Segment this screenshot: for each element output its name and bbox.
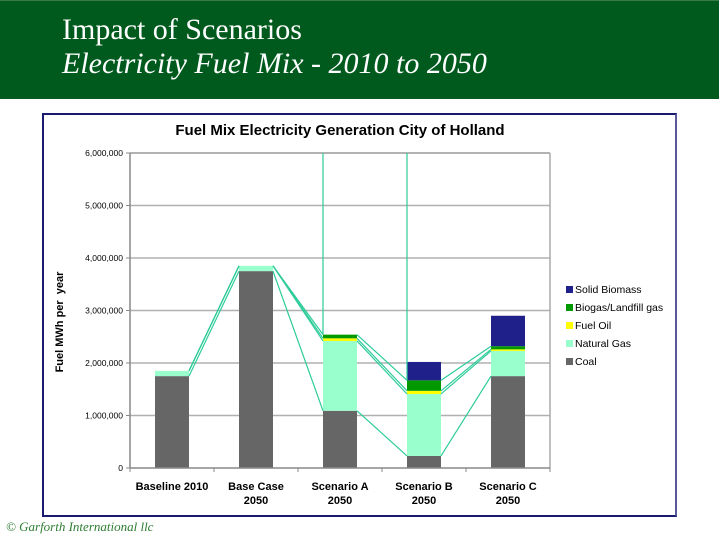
legend-label: Fuel Oil	[575, 320, 611, 332]
legend-swatch	[566, 358, 573, 365]
legend-swatch	[566, 322, 573, 329]
legend-swatch	[566, 304, 573, 311]
bar-natural-gas	[155, 370, 189, 377]
y-tick-label: 5,000,000	[85, 201, 123, 211]
y-tick-label: 4,000,000	[85, 253, 123, 263]
series-line	[440, 348, 492, 392]
copyright-footer: © Garforth International llc	[6, 519, 154, 534]
x-tick-label: Base Case	[228, 481, 284, 493]
x-tick-label: Baseline 2010	[136, 481, 209, 493]
y-tick-label: 0	[118, 463, 123, 473]
bar-biogas-landfill-gas	[491, 346, 525, 350]
slide-subtitle: Electricity Fuel Mix - 2010 to 2050	[62, 47, 487, 80]
series-line	[440, 350, 492, 395]
legend-label: Natural Gas	[575, 338, 631, 350]
bar-natural-gas	[491, 350, 525, 377]
x-tick-label: Scenario A	[311, 481, 368, 493]
bar-fuel-oil	[407, 390, 441, 394]
y-tick-label: 1,000,000	[85, 411, 123, 421]
bar-natural-gas	[407, 393, 441, 456]
series-line	[188, 265, 240, 372]
chart-frame	[42, 113, 677, 517]
bar-coal	[323, 410, 357, 468]
series-line	[272, 265, 324, 336]
x-tick-label: Scenario C	[479, 481, 537, 493]
legend-label: Coal	[575, 356, 597, 368]
bar-natural-gas	[323, 340, 357, 411]
x-tick-label: 2050	[328, 495, 352, 507]
bar-solid-biomass	[407, 361, 441, 381]
series-line	[356, 340, 408, 395]
x-tick-label: 2050	[412, 495, 436, 507]
bar-solid-biomass	[491, 315, 525, 347]
legend-label: Biogas/Landfill gas	[575, 302, 663, 314]
y-axis-label: Fuel MWh per year	[54, 271, 66, 373]
x-tick-label: Scenario B	[395, 481, 453, 493]
bar-coal	[155, 376, 189, 468]
bar-biogas-landfill-gas	[323, 334, 357, 339]
bar-fuel-oil	[491, 349, 525, 351]
bar-coal	[407, 455, 441, 468]
bar-coal	[239, 271, 273, 468]
series-line	[356, 410, 408, 457]
bar-fuel-oil	[323, 338, 357, 341]
bar-natural-gas	[239, 265, 273, 272]
y-tick-label: 6,000,000	[85, 148, 123, 158]
slide-title: Impact of Scenarios	[62, 13, 302, 46]
slide-header: Impact of Scenarios Electricity Fuel Mix…	[0, 0, 719, 99]
x-tick-label: 2050	[244, 495, 268, 507]
y-tick-label: 3,000,000	[85, 306, 123, 316]
series-line	[272, 270, 324, 411]
y-tick-label: 2,000,000	[85, 358, 123, 368]
series-line	[356, 334, 408, 381]
series-line	[440, 375, 492, 457]
series-line	[188, 270, 240, 377]
bar-biogas-landfill-gas	[407, 380, 441, 391]
x-tick-label: 2050	[496, 495, 520, 507]
chart-title: Fuel Mix Electricity Generation City of …	[175, 122, 504, 139]
bar-coal	[491, 376, 525, 468]
series-line	[440, 345, 492, 381]
legend-swatch	[566, 286, 573, 293]
legend-swatch	[566, 340, 573, 347]
legend-label: Solid Biomass	[575, 284, 642, 296]
series-line	[356, 337, 408, 392]
